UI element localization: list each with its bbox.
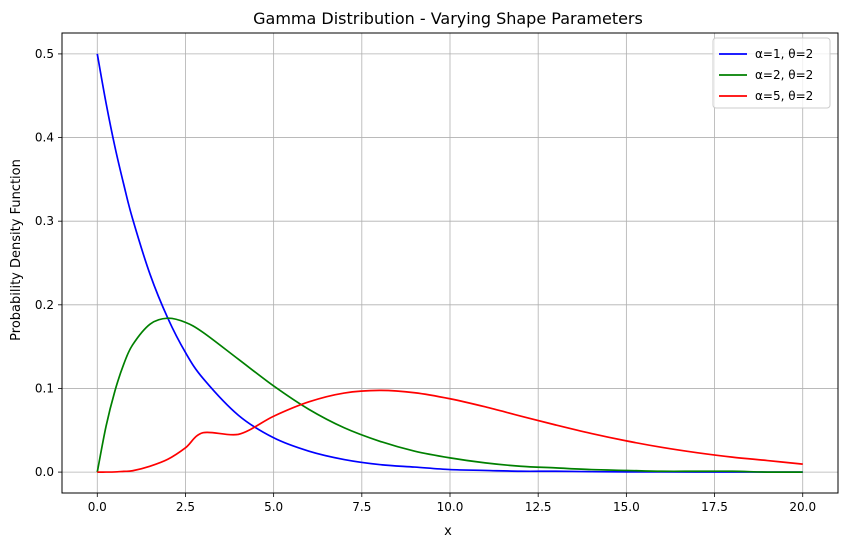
- x-tick-label: 10.0: [437, 500, 464, 514]
- axis-ticks: 0.0 2.5 5.0 7.5 10.0 12.5 15.0 17.5 20.0 0.0 0.1 0.…: [35, 47, 816, 514]
- y-axis-label: Probability Density Function: [9, 159, 24, 341]
- y-tick-label: 0.1: [35, 381, 54, 395]
- x-tick-label: 12.5: [525, 500, 552, 514]
- series-lines: [96, 53, 803, 474]
- y-tick-label: 0.5: [35, 47, 54, 61]
- x-tick-label: 5.0: [264, 500, 283, 514]
- legend-label: α=2, θ=2: [755, 68, 813, 82]
- series-line: [96, 317, 803, 474]
- x-axis-label: x: [444, 524, 452, 539]
- y-tick-label: 0.3: [35, 214, 54, 228]
- x-tick-label: 7.5: [352, 500, 371, 514]
- x-tick-label: 2.5: [176, 500, 195, 514]
- y-tick-label: 0.2: [35, 298, 54, 312]
- legend-label: α=5, θ=2: [755, 89, 813, 103]
- x-tick-label: 0.0: [88, 500, 107, 514]
- chart-title: Gamma Distribution - Varying Shape Param…: [253, 9, 643, 28]
- y-tick-label: 0.0: [35, 465, 54, 479]
- y-tick-label: 0.4: [35, 131, 54, 145]
- legend: α=1, θ=2 α=2, θ=2 α=5, θ=2: [712, 37, 831, 109]
- legend-box: [712, 37, 831, 109]
- series-line: [97, 389, 803, 473]
- legend-label: α=1, θ=2: [755, 47, 813, 61]
- x-tick-label: 20.0: [789, 500, 816, 514]
- x-tick-label: 15.0: [613, 500, 640, 514]
- x-tick-label: 17.5: [701, 500, 728, 514]
